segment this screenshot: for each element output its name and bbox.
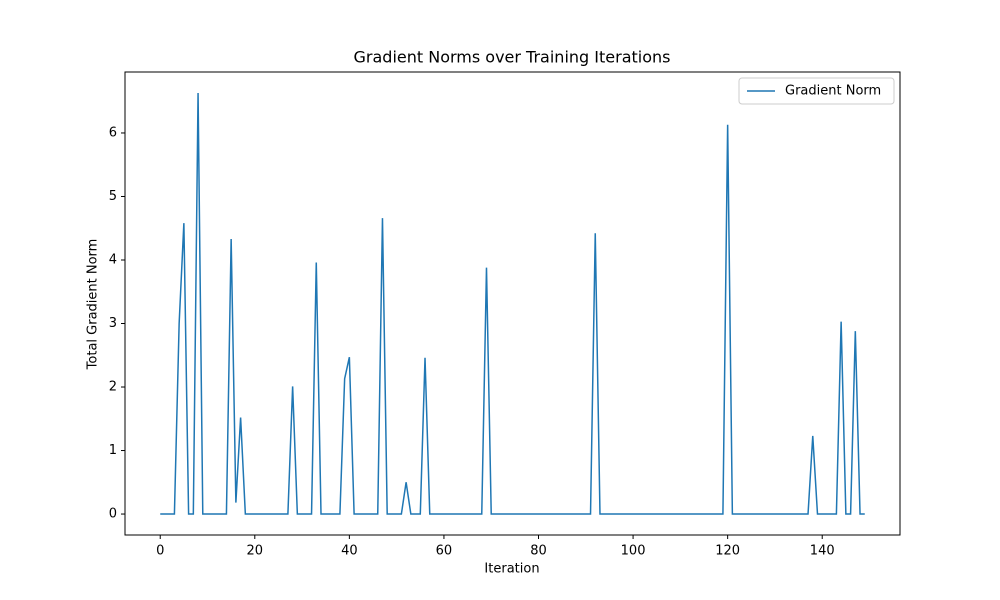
- y-tick-label: 3: [109, 316, 117, 331]
- x-tick-label: 0: [156, 544, 164, 559]
- y-tick-label: 2: [109, 380, 117, 395]
- x-tick-label: 80: [530, 544, 547, 559]
- x-tick-label: 120: [715, 544, 740, 559]
- plot-frame: [124, 71, 901, 536]
- x-tick-label: 40: [341, 544, 358, 559]
- legend-box: [738, 77, 895, 105]
- y-tick-label: 5: [109, 189, 117, 204]
- chart-title: Gradient Norms over Training Iterations: [354, 48, 671, 67]
- y-tick-label: 4: [109, 252, 117, 267]
- x-tick-label: 60: [436, 544, 453, 559]
- x-tick-label: 140: [810, 544, 835, 559]
- y-tick-label: 1: [109, 443, 117, 458]
- y-tick-label: 0: [109, 507, 117, 522]
- y-axis-label: Total Gradient Norm: [86, 239, 101, 371]
- y-tick-label: 6: [109, 125, 117, 140]
- x-tick-label: 100: [621, 544, 646, 559]
- x-tick-label: 20: [247, 544, 264, 559]
- data-line: [160, 92, 865, 515]
- legend-label: Gradient Norm: [785, 84, 881, 99]
- x-axis-label: Iteration: [484, 562, 539, 577]
